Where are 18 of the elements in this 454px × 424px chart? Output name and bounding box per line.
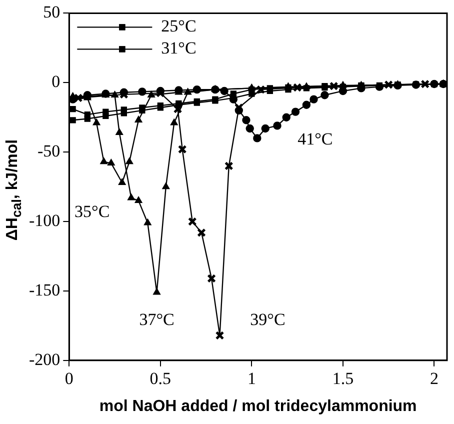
y-tick-label: 0 [52,72,60,92]
y-tick-label: -100 [28,210,60,230]
x-tick-label: 0 [64,369,74,388]
y-tick-label: -150 [28,280,60,300]
x-tick-label: 1.5 [332,369,354,388]
annotation: 41°C [298,130,333,149]
annotation: 39°C [250,310,286,329]
legend-label: 25°C [161,16,196,36]
x-tick-label: 0.5 [150,369,172,388]
legend-label: 31°C [161,38,196,58]
x-tick-label: 1 [247,369,256,388]
y-tick-label: 50 [43,2,60,22]
y-tick-label: -50 [37,142,60,161]
x-tick-label: 2 [430,369,438,388]
x-axis-title: mol NaOH added / mol tridecylammonium [99,398,417,415]
annotation: 35°C [74,202,110,222]
y-tick-label: -200 [28,350,60,369]
annotation: 37°C [139,310,174,329]
